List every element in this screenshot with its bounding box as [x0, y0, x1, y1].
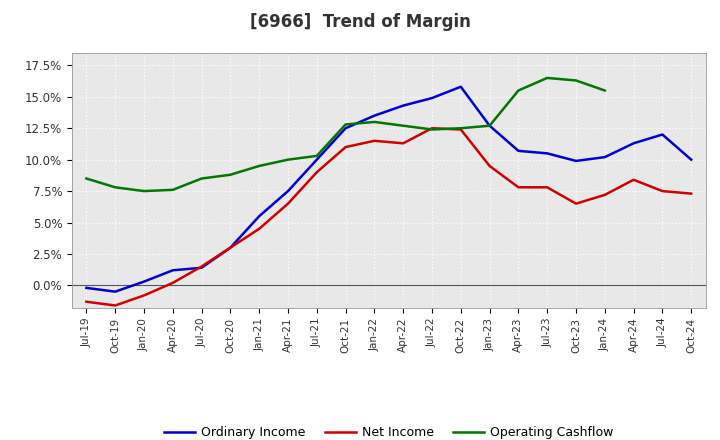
Operating Cashflow — [255, 163, 264, 169]
Ordinary Income — [658, 132, 667, 137]
Net Income — [255, 226, 264, 231]
Ordinary Income — [312, 157, 321, 162]
Net Income — [428, 125, 436, 131]
Operating Cashflow — [226, 172, 235, 177]
Net Income — [168, 280, 177, 286]
Net Income — [543, 185, 552, 190]
Operating Cashflow — [197, 176, 206, 181]
Ordinary Income — [543, 151, 552, 156]
Ordinary Income — [82, 285, 91, 290]
Ordinary Income — [629, 141, 638, 146]
Net Income — [370, 138, 379, 143]
Operating Cashflow — [514, 88, 523, 93]
Operating Cashflow — [572, 78, 580, 83]
Ordinary Income — [687, 157, 696, 162]
Net Income — [629, 177, 638, 183]
Operating Cashflow — [600, 88, 609, 93]
Text: [6966]  Trend of Margin: [6966] Trend of Margin — [250, 13, 470, 31]
Ordinary Income — [485, 123, 494, 128]
Net Income — [485, 163, 494, 169]
Operating Cashflow — [82, 176, 91, 181]
Ordinary Income — [168, 268, 177, 273]
Net Income — [82, 299, 91, 304]
Ordinary Income — [140, 279, 148, 284]
Legend: Ordinary Income, Net Income, Operating Cashflow: Ordinary Income, Net Income, Operating C… — [159, 422, 618, 440]
Ordinary Income — [284, 188, 292, 194]
Net Income — [658, 188, 667, 194]
Net Income — [140, 293, 148, 298]
Ordinary Income — [370, 113, 379, 118]
Operating Cashflow — [111, 185, 120, 190]
Net Income — [600, 192, 609, 198]
Ordinary Income — [255, 213, 264, 219]
Net Income — [312, 169, 321, 175]
Operating Cashflow — [140, 188, 148, 194]
Net Income — [687, 191, 696, 196]
Net Income — [111, 303, 120, 308]
Net Income — [284, 201, 292, 206]
Operating Cashflow — [370, 119, 379, 125]
Ordinary Income — [514, 148, 523, 154]
Ordinary Income — [226, 245, 235, 250]
Ordinary Income — [572, 158, 580, 164]
Operating Cashflow — [485, 123, 494, 128]
Line: Net Income: Net Income — [86, 128, 691, 305]
Ordinary Income — [600, 154, 609, 160]
Line: Ordinary Income: Ordinary Income — [86, 87, 691, 292]
Operating Cashflow — [284, 157, 292, 162]
Operating Cashflow — [312, 153, 321, 158]
Operating Cashflow — [428, 127, 436, 132]
Operating Cashflow — [543, 75, 552, 81]
Operating Cashflow — [341, 122, 350, 127]
Ordinary Income — [428, 95, 436, 101]
Net Income — [514, 185, 523, 190]
Ordinary Income — [197, 265, 206, 271]
Net Income — [197, 264, 206, 269]
Operating Cashflow — [399, 123, 408, 128]
Net Income — [456, 127, 465, 132]
Net Income — [572, 201, 580, 206]
Ordinary Income — [456, 84, 465, 89]
Net Income — [399, 141, 408, 146]
Ordinary Income — [399, 103, 408, 108]
Net Income — [226, 245, 235, 250]
Operating Cashflow — [456, 125, 465, 131]
Operating Cashflow — [168, 187, 177, 192]
Ordinary Income — [111, 289, 120, 294]
Line: Operating Cashflow: Operating Cashflow — [86, 78, 605, 191]
Ordinary Income — [341, 125, 350, 131]
Net Income — [341, 144, 350, 150]
